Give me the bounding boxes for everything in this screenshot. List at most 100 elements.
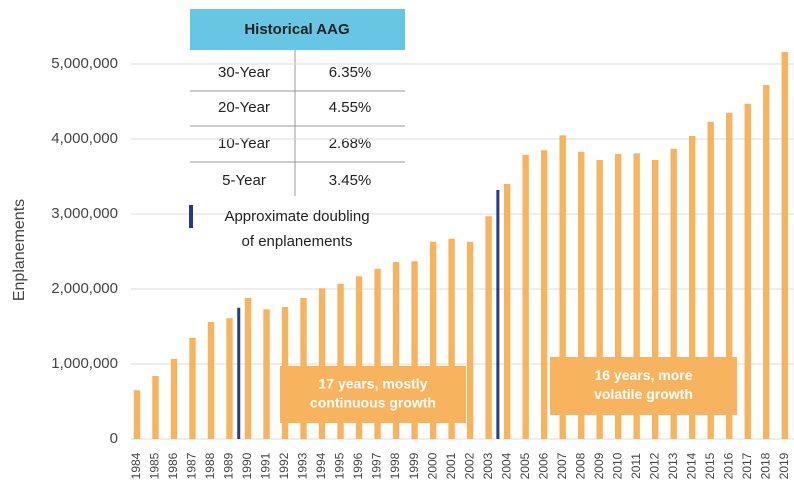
x-tick-label: 1989 bbox=[222, 452, 236, 479]
annotation-box bbox=[280, 366, 466, 423]
doubling-marker bbox=[237, 307, 241, 439]
x-tick-label: 2013 bbox=[666, 452, 680, 479]
x-tick-label: 2008 bbox=[573, 452, 587, 479]
x-tick-label: 2001 bbox=[444, 452, 458, 479]
y-tick-label: 5,000,000 bbox=[51, 55, 118, 72]
x-tick-label: 1995 bbox=[333, 452, 347, 479]
bar bbox=[503, 184, 511, 439]
bar bbox=[614, 154, 622, 439]
bar bbox=[244, 298, 252, 439]
y-tick-label: 0 bbox=[110, 430, 118, 447]
x-tick-label: 2011 bbox=[629, 453, 643, 479]
y-axis-label: Enplanements bbox=[11, 199, 28, 301]
x-tick-label: 2014 bbox=[684, 452, 698, 479]
bar bbox=[633, 153, 640, 439]
legend-swatch bbox=[189, 205, 193, 228]
bar bbox=[374, 268, 381, 439]
bar bbox=[726, 112, 733, 439]
bar bbox=[670, 148, 677, 439]
table-cell: 30-Year bbox=[218, 64, 270, 81]
y-tick-label: 2,000,000 bbox=[51, 280, 118, 297]
bar bbox=[411, 261, 418, 439]
bar bbox=[133, 390, 141, 439]
bar bbox=[448, 238, 455, 439]
x-tick-label: 2005 bbox=[518, 452, 532, 479]
table-cell: 10-Year bbox=[218, 135, 270, 152]
bar bbox=[763, 85, 770, 439]
table-title: Historical AAG bbox=[244, 21, 349, 38]
bar bbox=[577, 151, 585, 439]
x-tick-label: 2015 bbox=[703, 452, 717, 479]
x-tick-label: 2004 bbox=[499, 452, 513, 479]
bar bbox=[318, 288, 326, 439]
bar bbox=[596, 160, 603, 439]
x-tick-label: 2003 bbox=[481, 452, 495, 479]
x-tick-label: 1997 bbox=[370, 452, 384, 479]
bar bbox=[392, 262, 400, 439]
bar bbox=[781, 52, 788, 439]
x-tick-label: 1987 bbox=[185, 452, 199, 479]
x-tick-label: 2002 bbox=[462, 452, 476, 479]
x-tick-label: 2010 bbox=[610, 452, 624, 479]
x-tick-label: 1993 bbox=[296, 452, 310, 479]
legend-label: of enplanements bbox=[242, 233, 353, 250]
table-cell: 6.35% bbox=[329, 64, 372, 81]
table-header bbox=[190, 9, 405, 50]
table-cell: 5-Year bbox=[222, 172, 266, 189]
bar bbox=[689, 136, 696, 439]
x-tick-label: 1999 bbox=[407, 452, 421, 479]
y-tick-label: 1,000,000 bbox=[51, 355, 118, 372]
x-tick-label: 2018 bbox=[758, 452, 772, 479]
bar bbox=[707, 121, 714, 439]
bar bbox=[744, 103, 751, 439]
x-tick-label: 1984 bbox=[129, 452, 143, 479]
x-tick-label: 1988 bbox=[203, 452, 217, 479]
x-tick-label: 1985 bbox=[148, 452, 162, 479]
y-tick-label: 3,000,000 bbox=[51, 205, 118, 222]
x-tick-label: 1990 bbox=[240, 452, 254, 479]
table-cell: 20-Year bbox=[218, 99, 270, 116]
y-tick-label: 4,000,000 bbox=[51, 130, 118, 147]
bar bbox=[170, 358, 178, 439]
x-tick-label: 2000 bbox=[425, 452, 439, 479]
bar bbox=[226, 318, 233, 439]
bar bbox=[152, 376, 159, 439]
table-cell: 2.68% bbox=[329, 135, 372, 152]
x-tick-label: 1998 bbox=[388, 452, 402, 479]
doubling-marker bbox=[496, 190, 500, 439]
bar bbox=[559, 135, 566, 439]
x-tick-label: 1992 bbox=[277, 452, 291, 479]
table-cell: 4.55% bbox=[329, 99, 372, 116]
annotation-text: volatile growth bbox=[594, 386, 693, 402]
aag-table: Historical AAG 30-Year 6.35% 20-Year 4.55% 1… bbox=[190, 9, 405, 196]
bar bbox=[651, 160, 659, 439]
annotation-text: continuous growth bbox=[310, 395, 436, 411]
table-cell: 3.45% bbox=[329, 172, 372, 189]
annotation-text: 16 years, more bbox=[594, 367, 692, 383]
bar bbox=[522, 154, 529, 439]
legend-label: Approximate doubling bbox=[224, 208, 369, 225]
x-tick-label: 2007 bbox=[555, 452, 569, 479]
bar bbox=[207, 322, 215, 439]
x-tick-label: 2016 bbox=[721, 452, 735, 479]
x-tick-label: 1996 bbox=[351, 452, 365, 479]
annotation-text: 17 years, mostly bbox=[319, 376, 428, 392]
x-tick-label: 2017 bbox=[740, 452, 754, 479]
bar bbox=[540, 150, 548, 439]
x-tick-label: 2006 bbox=[536, 452, 550, 479]
annotation-box bbox=[550, 357, 737, 415]
bar bbox=[485, 216, 492, 439]
bar bbox=[355, 276, 363, 439]
bar bbox=[337, 283, 344, 439]
x-tick-label: 1994 bbox=[314, 452, 328, 479]
x-tick-label: 2012 bbox=[647, 452, 661, 479]
bar bbox=[429, 241, 437, 439]
x-tick-label: 2009 bbox=[592, 452, 606, 479]
x-tick-label: 2019 bbox=[777, 452, 791, 479]
x-tick-label: 1991 bbox=[259, 452, 273, 479]
bar bbox=[466, 241, 474, 439]
bar bbox=[189, 337, 196, 439]
x-tick-label: 1986 bbox=[166, 452, 180, 479]
bar bbox=[263, 309, 270, 439]
